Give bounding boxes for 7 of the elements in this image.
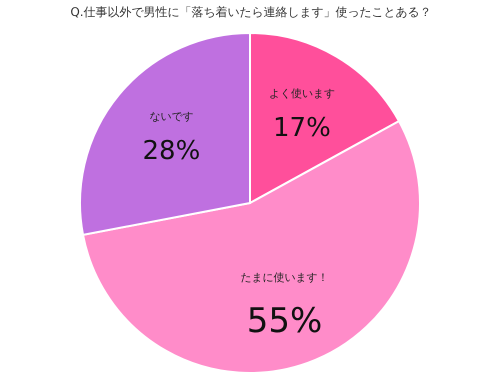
data-label: 55% [246, 300, 322, 341]
slice-label: よく使います [268, 87, 335, 100]
data-label: 17% [273, 113, 331, 144]
slice-label: たまに使います！ [240, 270, 329, 284]
chart-title: Q.仕事以外で男性に「落ち着いたら連絡します」使ったことある？ [70, 5, 432, 19]
slice-label: ないです [149, 110, 194, 123]
data-label: 28% [142, 136, 200, 166]
